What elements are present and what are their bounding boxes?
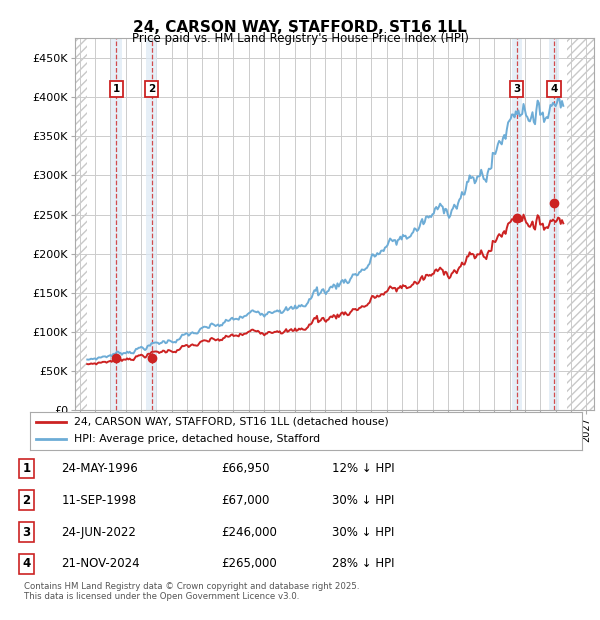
Text: 4: 4 <box>22 557 31 570</box>
Text: 3: 3 <box>22 526 31 539</box>
Bar <box>549 38 559 410</box>
Bar <box>512 38 522 410</box>
Text: 3: 3 <box>513 84 521 94</box>
Text: 1: 1 <box>22 462 31 475</box>
Text: 24-JUN-2022: 24-JUN-2022 <box>61 526 136 539</box>
Bar <box>146 38 157 410</box>
Text: Price paid vs. HM Land Registry's House Price Index (HPI): Price paid vs. HM Land Registry's House … <box>131 32 469 45</box>
Text: £265,000: £265,000 <box>221 557 277 570</box>
Text: £67,000: £67,000 <box>221 494 270 507</box>
Text: HPI: Average price, detached house, Stafford: HPI: Average price, detached house, Staf… <box>74 435 320 445</box>
Text: 24, CARSON WAY, STAFFORD, ST16 1LL: 24, CARSON WAY, STAFFORD, ST16 1LL <box>133 20 467 35</box>
Text: 30% ↓ HPI: 30% ↓ HPI <box>332 526 394 539</box>
Text: 24, CARSON WAY, STAFFORD, ST16 1LL (detached house): 24, CARSON WAY, STAFFORD, ST16 1LL (deta… <box>74 417 389 427</box>
Text: 28% ↓ HPI: 28% ↓ HPI <box>332 557 395 570</box>
Text: 24-MAY-1996: 24-MAY-1996 <box>61 462 138 475</box>
Text: 12% ↓ HPI: 12% ↓ HPI <box>332 462 395 475</box>
Text: 2: 2 <box>148 84 155 94</box>
Text: 1: 1 <box>113 84 120 94</box>
Bar <box>111 38 122 410</box>
Text: 2: 2 <box>22 494 31 507</box>
Text: £66,950: £66,950 <box>221 462 270 475</box>
Text: Contains HM Land Registry data © Crown copyright and database right 2025.
This d: Contains HM Land Registry data © Crown c… <box>24 582 359 601</box>
Bar <box>567 38 594 410</box>
Text: 21-NOV-2024: 21-NOV-2024 <box>61 557 140 570</box>
Bar <box>75 38 87 410</box>
Text: £246,000: £246,000 <box>221 526 277 539</box>
Text: 30% ↓ HPI: 30% ↓ HPI <box>332 494 394 507</box>
Text: 11-SEP-1998: 11-SEP-1998 <box>61 494 137 507</box>
Text: 4: 4 <box>550 84 558 94</box>
